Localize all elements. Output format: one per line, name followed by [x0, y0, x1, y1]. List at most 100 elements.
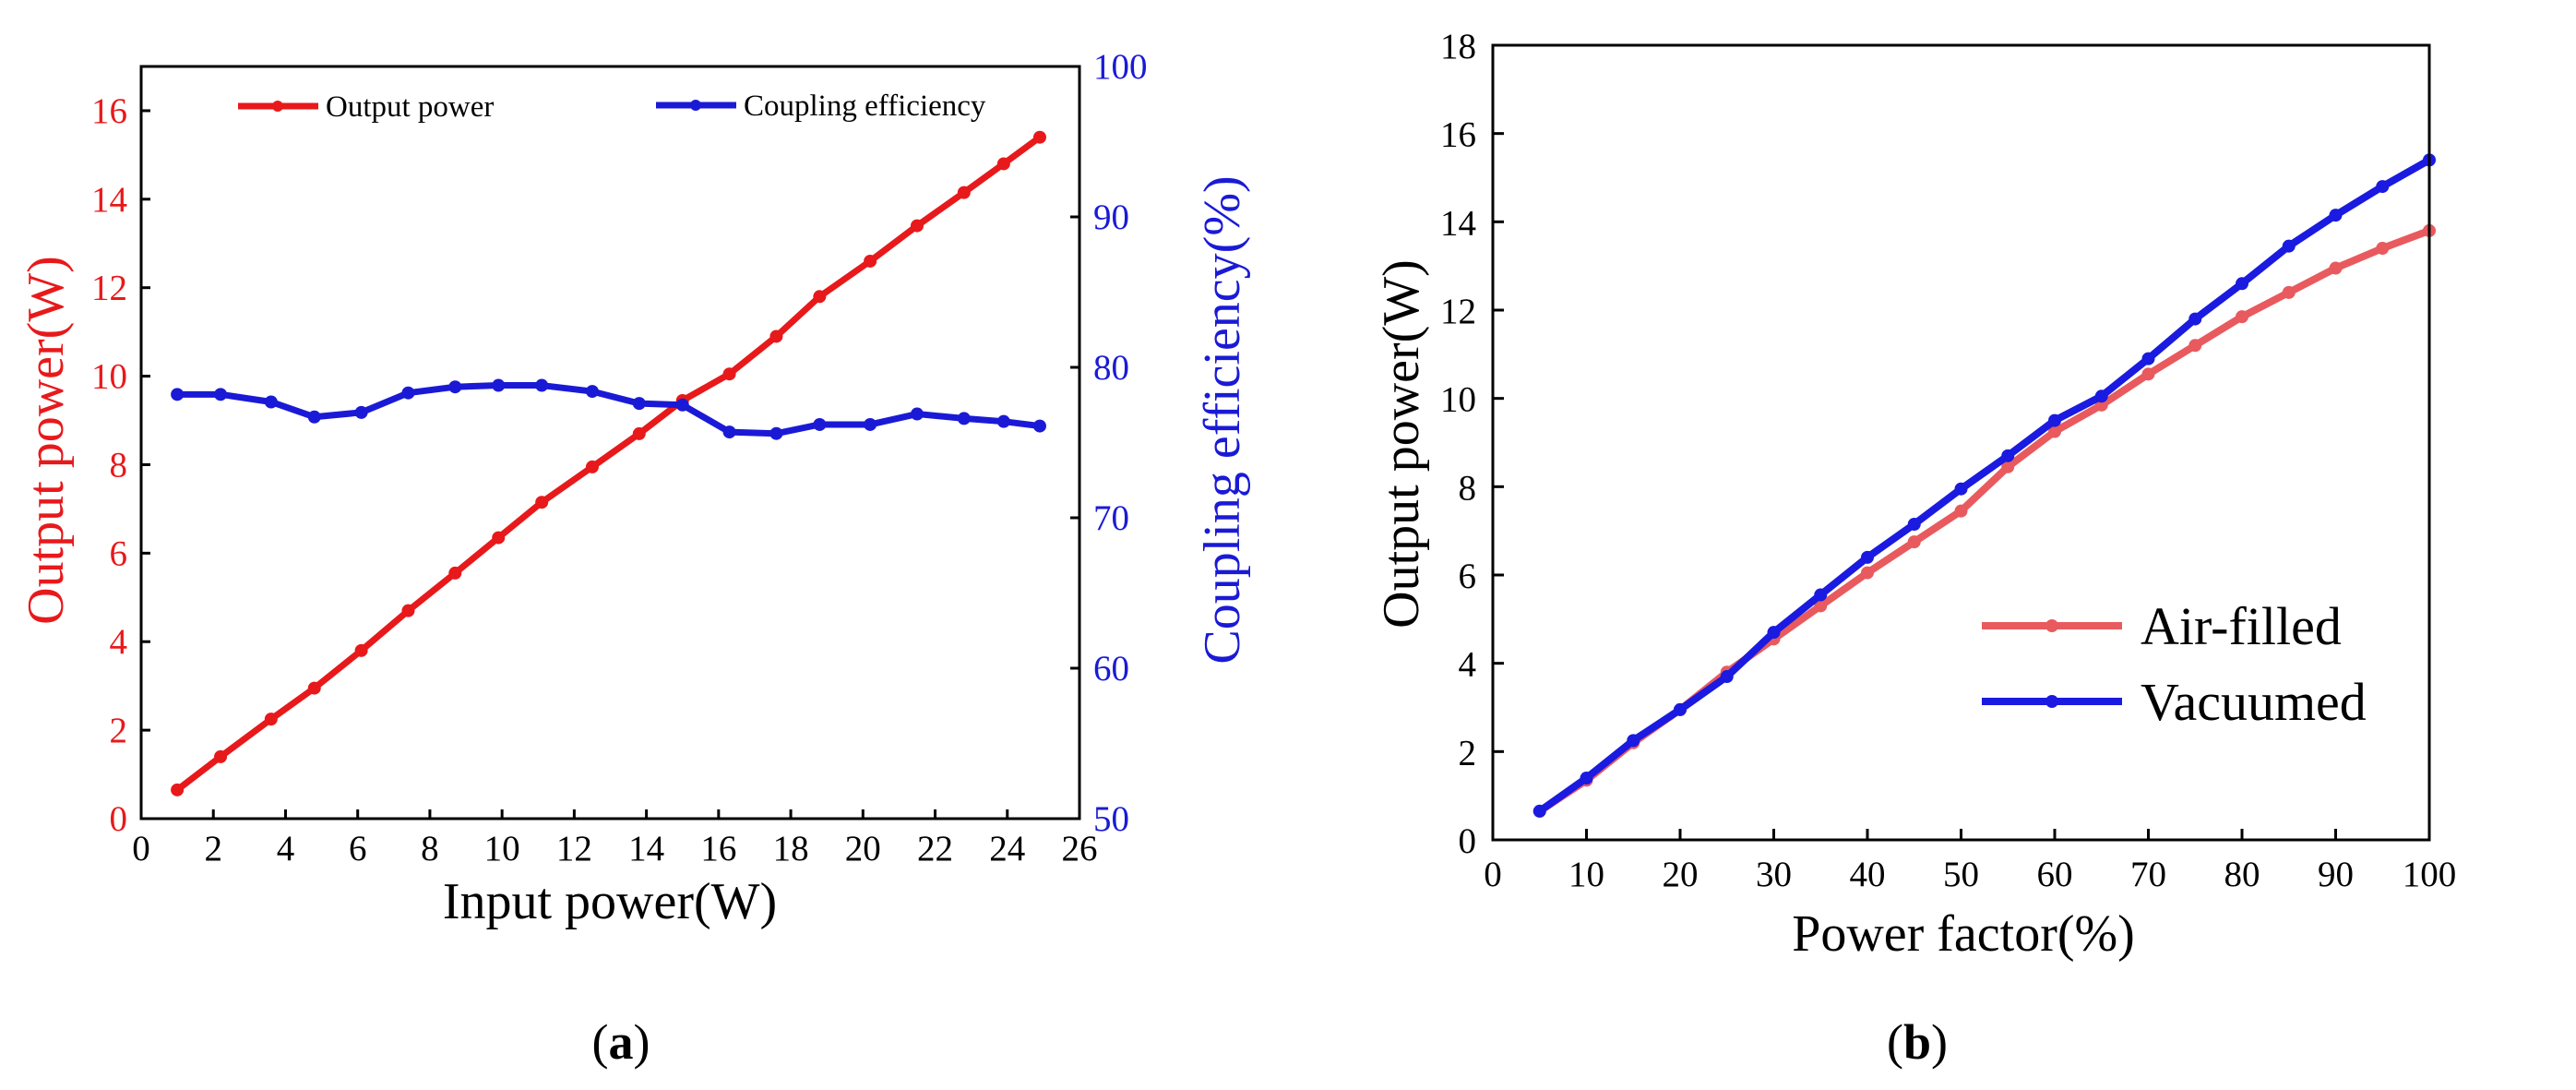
- panel-b-y-tick-label: 14: [1440, 203, 1476, 243]
- panel-b-x-tick-label: 100: [2403, 855, 2457, 894]
- data-point-output-power: [722, 367, 736, 381]
- panel-a-left-y-tick-label: 16: [91, 91, 127, 131]
- legend-air-filled-label: Air-filled: [2141, 596, 2342, 656]
- panel-a-left-y-tick-label: 8: [110, 445, 128, 485]
- panel-b-x-axis: 0 10 20 30 40 50 60 70 80 90 100: [1484, 829, 2456, 894]
- panel-b-x-tick-label: 0: [1484, 855, 1502, 894]
- legend-coupling-efficiency-marker: [690, 100, 701, 111]
- panel-b-y-tick-label: 6: [1459, 557, 1477, 596]
- panel-a-left-y-tick-label: 6: [110, 533, 128, 573]
- data-point-vacuumed: [1861, 550, 1874, 564]
- data-point-air-filled: [2141, 367, 2155, 381]
- panel-b-caption: (b): [1887, 1014, 1948, 1070]
- data-point-coupling-efficiency: [535, 378, 549, 392]
- data-point-output-power: [632, 426, 646, 440]
- data-point-vacuumed: [1814, 588, 1828, 602]
- panel-a-x-tick-label: 4: [277, 829, 295, 868]
- data-point-air-filled: [1954, 504, 1968, 518]
- legend-vacuumed-marker: [2045, 695, 2058, 708]
- data-point-output-power: [492, 531, 506, 545]
- panel-b-y-tick-label: 4: [1459, 645, 1477, 685]
- panel-a-left-y-tick-label: 0: [110, 799, 128, 839]
- panel-b-chart: 0 10 20 30 40 50 60 70 80 90 100 0 2 4 6 8 10 12 14 16 18 A…: [1373, 27, 2456, 1070]
- data-point-output-power: [401, 604, 415, 617]
- legend-output-power-label: Output power: [326, 90, 494, 124]
- series-line-vacuumed: [1537, 156, 2431, 815]
- data-point-vacuumed: [1627, 734, 1640, 748]
- panel-a-x-tick-label: 24: [989, 829, 1025, 868]
- data-point-output-power: [957, 186, 971, 199]
- data-point-air-filled: [2329, 261, 2343, 275]
- panel-a-x-tick-label: 22: [917, 829, 953, 868]
- data-point-coupling-efficiency: [307, 410, 321, 424]
- data-point-output-power: [864, 254, 877, 268]
- data-point-coupling-efficiency: [171, 388, 185, 401]
- panel-a-x-tick-label: 6: [349, 829, 367, 868]
- panel-b-y-tick-label: 2: [1459, 733, 1477, 773]
- data-point-vacuumed: [1580, 772, 1593, 785]
- panel-a-x-tick-label: 0: [132, 829, 150, 868]
- data-point-coupling-efficiency: [996, 414, 1010, 428]
- panel-b-x-tick-label: 90: [2318, 855, 2354, 894]
- data-point-coupling-efficiency: [813, 417, 827, 431]
- data-point-air-filled: [1861, 566, 1874, 580]
- data-point-vacuumed: [2094, 389, 2108, 403]
- panel-b-y-tick-label: 10: [1440, 380, 1476, 420]
- data-point-coupling-efficiency: [769, 426, 783, 440]
- data-point-air-filled: [2282, 285, 2296, 299]
- data-point-vacuumed: [1674, 702, 1687, 716]
- panel-b-x-tick-label: 30: [1756, 855, 1792, 894]
- panel-a-x-tick-label: 14: [628, 829, 664, 868]
- panel-a-right-y-tick-label: 70: [1093, 498, 1129, 538]
- data-point-vacuumed: [1907, 517, 1921, 531]
- panel-a-left-y-tick-label: 4: [110, 622, 128, 662]
- panel-b-x-tick-label: 80: [2224, 855, 2260, 894]
- panel-b-y-tick-label: 16: [1440, 115, 1476, 155]
- panel-a-x-tick-label: 10: [484, 829, 520, 868]
- data-point-output-power: [769, 329, 783, 343]
- panel-b-x-tick-label: 10: [1568, 855, 1604, 894]
- data-point-vacuumed: [2188, 312, 2202, 326]
- series-line-coupling-efficiency: [177, 382, 1041, 437]
- panel-a-left-y-axis: 0 2 4 6 8 10 12 14 16: [91, 91, 150, 839]
- panel-a-right-y-tick-label: 80: [1093, 348, 1129, 388]
- data-point-output-power: [1032, 130, 1046, 144]
- data-point-output-power: [585, 460, 599, 473]
- data-point-coupling-efficiency: [354, 405, 368, 419]
- data-point-vacuumed: [2236, 277, 2248, 291]
- data-point-coupling-efficiency: [675, 398, 689, 412]
- data-point-coupling-efficiency: [264, 395, 278, 409]
- data-point-output-power: [813, 290, 827, 304]
- legend-coupling-efficiency-label: Coupling efficiency: [744, 90, 986, 123]
- data-point-coupling-efficiency: [585, 385, 599, 399]
- panel-a-left-y-tick-label: 12: [91, 269, 127, 308]
- panel-b-y-tick-label: 8: [1459, 468, 1477, 508]
- data-point-coupling-efficiency: [632, 397, 646, 411]
- panel-b-x-tick-label: 40: [1850, 855, 1886, 894]
- data-point-air-filled: [2001, 460, 2015, 473]
- panel-a-x-tick-label: 20: [845, 829, 881, 868]
- data-point-output-power: [996, 157, 1010, 171]
- panel-b-x-tick-label: 50: [1943, 855, 1979, 894]
- panel-a-right-y-axis: 50 60 70 80 90 100: [1070, 47, 1148, 839]
- data-point-coupling-efficiency: [448, 380, 462, 394]
- data-point-air-filled: [2236, 310, 2248, 324]
- data-point-coupling-efficiency: [957, 412, 971, 425]
- data-point-air-filled: [1814, 599, 1828, 613]
- data-point-coupling-efficiency: [722, 425, 736, 439]
- panel-a-x-axis-title: Input power(W): [443, 873, 777, 930]
- panel-b-legend: Air-filled Vacuumed: [1982, 596, 2367, 732]
- legend-output-power-marker: [272, 101, 283, 112]
- data-point-coupling-efficiency: [910, 407, 924, 421]
- panel-b-series-layer: [1532, 153, 2436, 818]
- panel-a-left-y-tick-label: 10: [91, 357, 127, 397]
- panel-a-caption: (a): [592, 1014, 650, 1070]
- data-point-vacuumed: [1720, 670, 1734, 684]
- data-point-vacuumed: [2001, 449, 2015, 462]
- panel-a-right-y-tick-label: 50: [1093, 799, 1129, 839]
- data-point-coupling-efficiency: [1032, 419, 1046, 433]
- data-point-air-filled: [1907, 535, 1921, 549]
- panel-a-x-tick-label: 2: [204, 829, 222, 868]
